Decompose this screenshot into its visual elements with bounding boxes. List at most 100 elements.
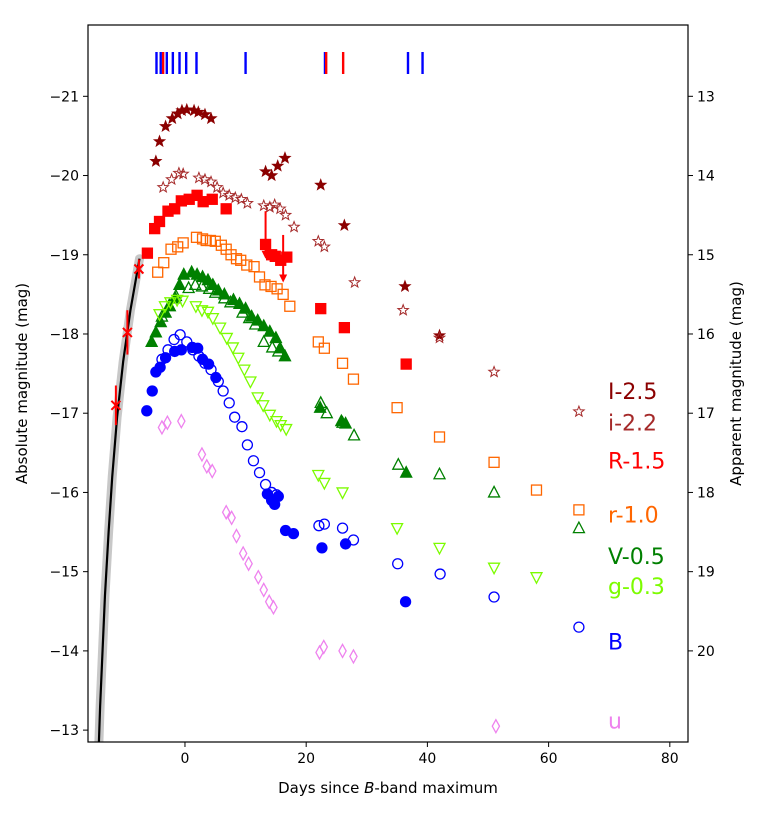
series-u [157,413,501,734]
data-point [487,562,501,576]
data-point [163,414,172,431]
data-point [257,318,271,332]
data-point [165,243,177,255]
data-point [263,200,277,213]
data-point [155,309,169,322]
data-point [347,427,361,441]
data-point [199,357,211,369]
y-axis-label-right: Apparent magnitude (mag) [727,281,745,486]
data-point [152,309,167,322]
data-point [488,591,500,603]
data-point [390,522,404,536]
data-point [491,718,501,734]
data-point [263,409,277,423]
limit-arrow-head [261,250,270,259]
data-point [312,336,324,348]
data-point [487,485,501,498]
early-point-marker [122,327,133,338]
data-point [217,290,231,304]
data-point [202,458,212,475]
data-point [573,504,585,516]
data-point [204,111,218,125]
data-point [157,419,167,436]
y-tick-label: −15 [49,565,79,581]
series-r-1-5 [141,189,412,370]
data-point [226,292,241,306]
data-point [205,363,217,376]
y-tick-label: −18 [49,327,79,343]
data-point [223,294,237,308]
data-point [391,402,403,414]
data-point [265,340,279,353]
y-tick-label: −16 [49,485,79,501]
data-point [251,392,265,405]
data-point [243,376,257,389]
data-point [162,344,174,356]
series-g-0-3 [152,294,544,585]
data-point [259,279,271,291]
data-point [263,324,277,337]
data-point [257,198,271,212]
data-point [209,235,221,247]
data-point [314,178,328,191]
data-point [195,279,209,292]
data-point [244,555,253,572]
data-point [268,197,282,211]
series-v-0-5 [145,264,413,478]
data-point [398,279,412,293]
data-point [348,275,362,289]
data-point [220,332,234,346]
data-point [221,504,231,521]
data-point [529,572,544,585]
data-point [271,159,285,172]
data-point [274,419,288,433]
data-point [253,466,266,479]
y-right-tick-label: 13 [697,89,715,105]
data-point [277,288,289,301]
data-point [197,446,207,463]
data-point [396,303,410,316]
data-point [177,237,189,249]
data-point [230,253,243,265]
data-point [210,180,224,194]
limit-arrow-head [279,274,288,283]
data-point [158,301,172,314]
data-point [229,411,241,423]
data-point [208,285,222,298]
data-point [287,527,300,540]
data-point [187,344,199,356]
data-point [181,336,193,348]
data-point [234,192,248,205]
data-point [152,266,164,278]
data-point [257,334,271,348]
y-right-tick-label: 14 [697,169,715,185]
data-point [259,478,272,491]
band-label: I-2.5 [608,380,657,405]
band-label: u [608,710,622,735]
y-tick-label: −13 [49,723,79,739]
data-point [174,329,186,341]
data-point [319,639,329,655]
data-point [284,300,296,312]
data-point [311,469,325,483]
data-point [432,328,447,342]
data-point [227,509,236,526]
series-i-2-5 [149,102,447,342]
data-point [191,105,205,118]
data-point [432,542,447,556]
data-point [258,164,273,178]
data-point [265,168,279,182]
series-r-1-0 [152,231,585,516]
data-point [432,466,447,480]
data-point [269,599,278,616]
series-b [141,341,412,608]
data-point [488,456,500,468]
data-point [318,518,331,530]
data-point [165,172,179,186]
data-point [156,180,170,194]
data-point [432,331,447,344]
band-label: B [608,630,623,655]
data-point [196,233,209,245]
y-axis-label: Absolute magnitude (mag) [13,283,31,484]
